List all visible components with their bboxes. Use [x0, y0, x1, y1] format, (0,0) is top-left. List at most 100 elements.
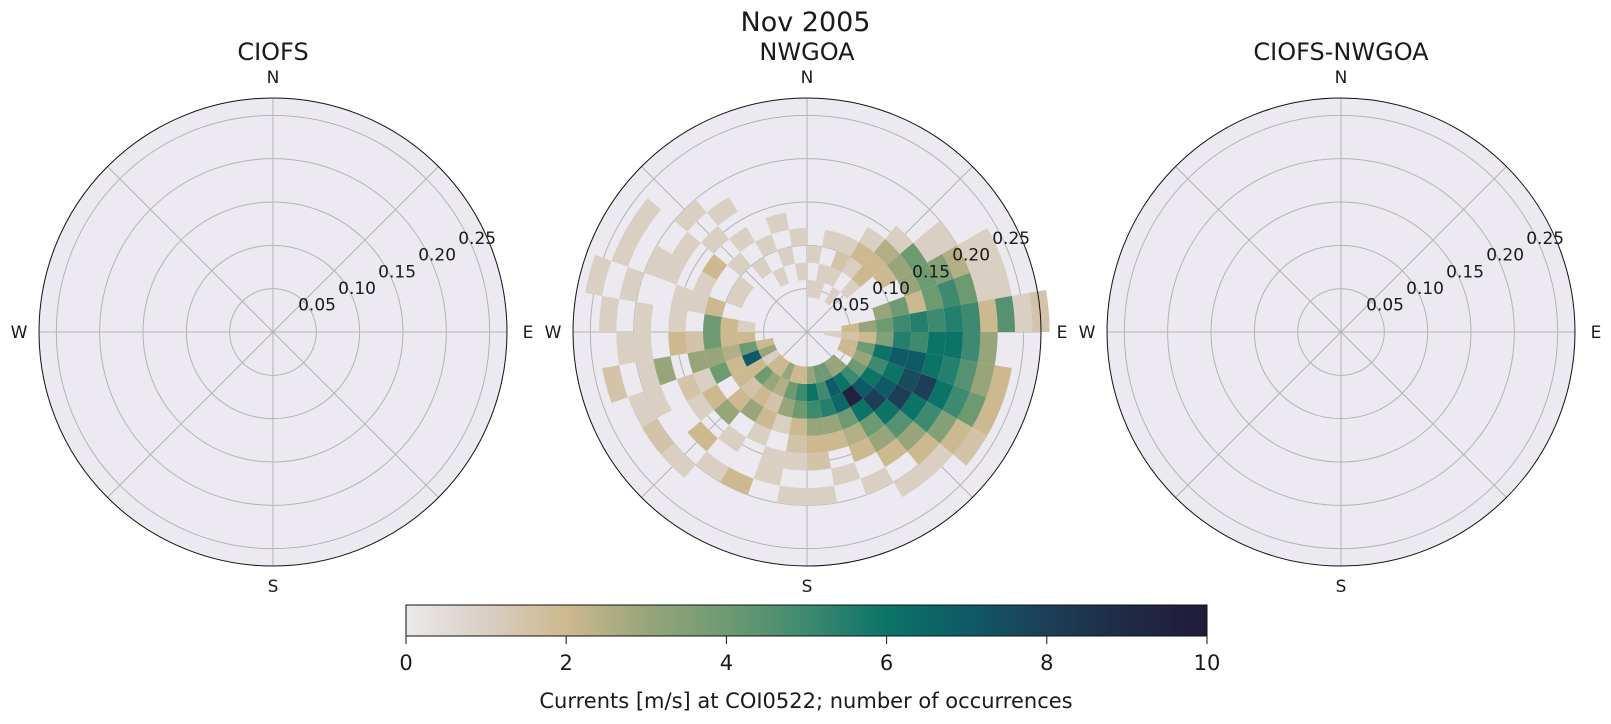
heatmap-cell: [840, 278, 861, 299]
heatmap-cell: [772, 266, 790, 287]
heatmap-cell: [943, 304, 963, 332]
polar-panel-ciofs-nwgoa: CIOFS-NWGOA N E S W 0.050.100.150.200.25: [1079, 38, 1602, 597]
heatmap-cell: [822, 229, 843, 251]
heatmap-cell: [986, 365, 1012, 404]
heatmap-cell: [797, 366, 807, 384]
heatmap-cell: [824, 377, 842, 398]
radial-tick-labels: 0.050.100.150.200.25: [832, 229, 1030, 315]
radial-tick-label: 0.15: [1446, 262, 1484, 282]
heatmap-cell: [904, 290, 927, 314]
heatmap-cell: [671, 231, 701, 263]
heatmap-cell: [972, 397, 1003, 436]
heatmap-cell: [701, 254, 728, 280]
heatmap-cell: [807, 400, 823, 419]
heatmap-cell: [957, 236, 987, 273]
panel-title: CIOFS: [237, 38, 308, 66]
heatmap-cell: [668, 332, 688, 357]
heatmap-cell: [824, 358, 841, 378]
heatmap-cell: [842, 422, 868, 447]
heatmap-cell: [819, 397, 837, 418]
heatmap-cell: [686, 392, 715, 422]
heatmap-cell: [807, 434, 829, 454]
heatmap-cell: [937, 278, 961, 308]
heatmap-cell: [729, 226, 755, 253]
compass-south-label: S: [268, 577, 279, 597]
colorbar: 0 2 4 6 8 10 Currents [m/s] at COI0522; numbe…: [399, 604, 1221, 713]
heatmap-cell: [862, 252, 887, 277]
heatmap-cell: [926, 332, 946, 357]
radial-tick-label: 0.25: [458, 229, 496, 249]
heatmap-cell: [824, 286, 841, 306]
heatmap-cell: [926, 307, 946, 332]
heatmap-cell: [725, 288, 747, 309]
heatmap-cell: [1028, 289, 1050, 332]
colorbar-tick-label: 8: [1040, 651, 1053, 675]
heatmap-cell: [763, 392, 784, 414]
colorbar-tick-label: 10: [1194, 651, 1221, 675]
heatmap-cell: [822, 413, 843, 435]
compass-south-label: S: [802, 577, 813, 597]
heatmap-cell: [882, 361, 905, 384]
heatmap-cell: [687, 350, 710, 374]
heatmap-cell: [837, 343, 856, 358]
heatmap-cell: [886, 254, 913, 280]
heatmap-cell: [807, 383, 820, 402]
heatmap-cell: [888, 347, 910, 368]
heatmap-cell: [687, 421, 718, 452]
colorbar-tick-label: 2: [560, 651, 573, 675]
heatmap-cell: [867, 424, 897, 453]
heatmap-cell: [626, 198, 661, 237]
colorbar-tick-label: 6: [880, 651, 893, 675]
compass-north-label: N: [1335, 68, 1348, 88]
heatmap-cell: [789, 364, 801, 384]
heatmap-cell: [813, 280, 825, 300]
heatmap-cell: [585, 254, 612, 296]
heatmap-cell: [807, 485, 838, 506]
heatmap-cell: [977, 298, 998, 332]
heatmap-cell: [755, 338, 775, 350]
radial-tick-label: 0.25: [1526, 229, 1564, 249]
heatmap-cell: [831, 462, 861, 486]
heatmap-cell: [746, 358, 768, 377]
heatmap-cell: [704, 347, 726, 368]
heatmap-cell: [824, 266, 842, 287]
heatmap-cell: [841, 332, 859, 342]
heatmap-cell: [994, 295, 1015, 332]
heatmap-cell: [703, 332, 722, 351]
polar-grid-spoke: [1340, 166, 1507, 333]
heatmap-cell: [644, 385, 672, 419]
heatmap-cell: [776, 485, 807, 506]
heatmap-cell: [759, 446, 786, 469]
heatmap-cell: [616, 332, 637, 366]
heatmap-cell: [873, 239, 900, 266]
polar-grid-spoke: [1340, 331, 1507, 498]
compass-west-label: W: [11, 323, 28, 343]
heatmap-cell: [777, 397, 795, 418]
heatmap-cell: [960, 332, 981, 363]
heatmap-cell: [633, 332, 654, 363]
heatmap-cell: [953, 359, 978, 392]
heatmap-cell: [611, 228, 642, 267]
panel-title: NWGOA: [759, 38, 855, 66]
figure-title: Nov 2005: [741, 7, 871, 38]
heatmap-cell: [841, 322, 859, 332]
heatmap-cell: [788, 417, 807, 436]
heatmap-cell: [599, 295, 620, 332]
heatmap-cell: [772, 377, 790, 398]
heatmap-cell: [692, 367, 717, 393]
heatmap-cell: [926, 220, 958, 254]
radial-tick-label: 0.05: [832, 295, 870, 315]
heatmap-cell: [794, 262, 807, 281]
heatmap-cell: [942, 385, 970, 419]
heatmap-cell: [785, 434, 807, 454]
radial-tick-label: 0.05: [1366, 295, 1404, 315]
heatmap-cell: [830, 250, 851, 272]
heatmap-cell: [762, 371, 781, 393]
heatmap-cell: [858, 319, 877, 332]
heatmap-cell: [913, 231, 943, 263]
heatmap-cell: [927, 254, 954, 285]
heatmap-cell: [807, 451, 832, 471]
heatmap-cell: [746, 422, 772, 447]
heatmap-cell: [969, 362, 995, 398]
